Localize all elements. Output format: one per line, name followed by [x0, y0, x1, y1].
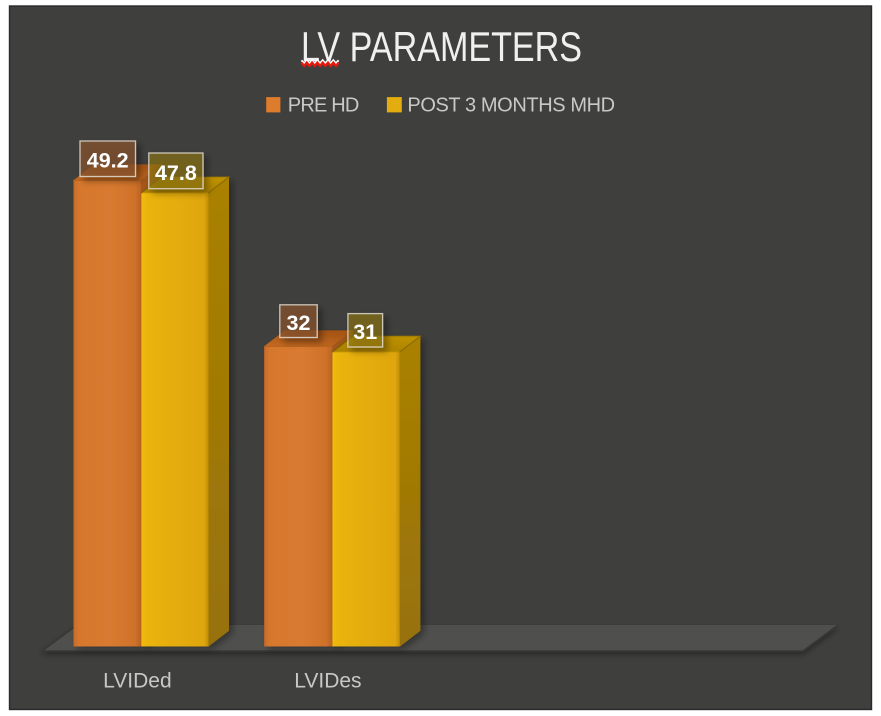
svg-text:PRE HD: PRE HD	[288, 95, 359, 117]
svg-text:32: 32	[287, 311, 311, 335]
svg-text:47.8: 47.8	[155, 161, 197, 185]
svg-text:49.2: 49.2	[87, 149, 129, 173]
svg-text:POST 3 MONTHS MHD: POST 3 MONTHS MHD	[407, 95, 614, 117]
svg-text:LVIDes: LVIDes	[294, 669, 361, 692]
svg-text:LV PARAMETERS: LV PARAMETERS	[301, 23, 582, 70]
svg-text:31: 31	[353, 320, 377, 344]
svg-text:LVIDed: LVIDed	[103, 669, 172, 692]
